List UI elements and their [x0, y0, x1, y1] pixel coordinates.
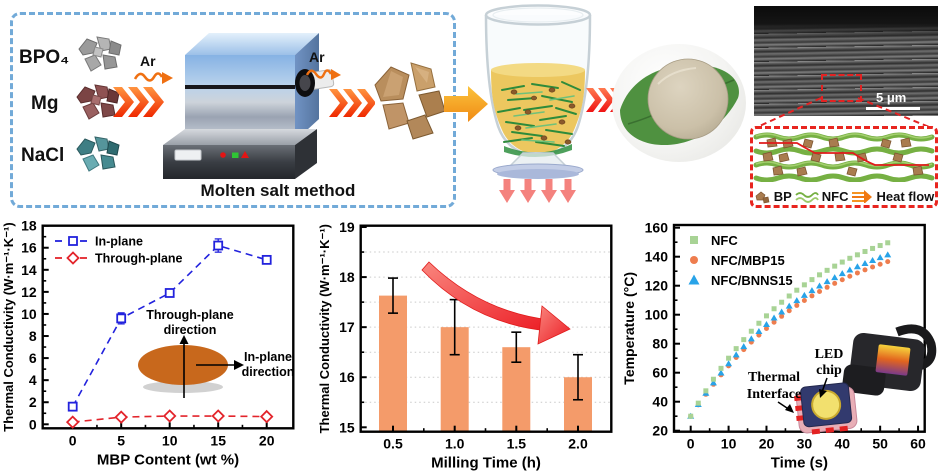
svg-text:Interface: Interface [747, 387, 801, 402]
svg-text:0: 0 [29, 416, 37, 432]
svg-text:direction: direction [164, 323, 217, 337]
svg-text:Temperature (°C): Temperature (°C) [621, 272, 637, 385]
structure-art [753, 132, 935, 182]
svg-text:In-plane: In-plane [95, 235, 143, 249]
svg-text:19: 19 [339, 219, 355, 235]
svg-text:30: 30 [797, 436, 813, 452]
process-arrow-2-icon [329, 89, 375, 117]
svg-text:direction: direction [242, 365, 295, 379]
svg-text:18: 18 [339, 269, 355, 285]
svg-text:Thermal: Thermal [748, 370, 800, 385]
svg-text:5: 5 [117, 432, 125, 448]
svg-text:10: 10 [721, 436, 737, 452]
svg-text:NFC/BNNS15: NFC/BNNS15 [711, 273, 793, 288]
svg-text:14: 14 [21, 262, 37, 278]
svg-text:18: 18 [21, 218, 37, 234]
mbp-content-chart: 0 2 4 6 8 10 12 14 16 18 0 5 10 15 20 MBP Content (wt %… [1, 218, 295, 468]
material-label-nacl: NaCl [21, 145, 65, 166]
svg-text:6: 6 [29, 350, 37, 366]
svg-text:Time (s): Time (s) [771, 455, 828, 472]
beaker-illustration [484, 4, 592, 203]
svg-text:Thermal Conductivity (W·m⁻¹·K⁻: Thermal Conductivity (W·m⁻¹·K⁻¹) [317, 224, 332, 433]
svg-text:Milling Time (h): Milling Time (h) [431, 455, 541, 472]
svg-text:20: 20 [652, 423, 668, 439]
material-label-bpo4: BPO₄ [19, 47, 70, 68]
svg-text:NFC: NFC [711, 233, 738, 248]
svg-text:15: 15 [210, 432, 226, 448]
structure-legend: BP NFC Heat flow [753, 189, 935, 204]
material-label-mg: Mg [31, 93, 59, 114]
svg-text:2.0: 2.0 [568, 436, 588, 452]
svg-text:80: 80 [652, 336, 668, 352]
svg-text:Through-plane: Through-plane [95, 252, 183, 266]
svg-text:100: 100 [645, 307, 669, 323]
sem-scale-label: 5 μm [876, 90, 907, 105]
svg-text:15: 15 [339, 419, 355, 435]
milling-time-chart: 15 16 17 18 19 0.5 1.0 1.5 2.0 Milling Time (h) Th… [317, 219, 613, 472]
nfc-legend-label: NFC [821, 189, 849, 204]
bpo4-rocks-icon [78, 36, 122, 72]
transfer-arrow-icon [444, 86, 488, 122]
svg-text:10: 10 [162, 432, 178, 448]
svg-text:16: 16 [21, 240, 37, 256]
temperature-time-chart: 20 40 60 80 100 120 140 160 0 10 20 30 40 50 60 Time (s… [621, 220, 937, 472]
heat-flow-icon [852, 190, 873, 203]
svg-text:40: 40 [652, 394, 668, 410]
svg-text:17: 17 [339, 319, 355, 335]
tube-furnace-illustration [163, 33, 335, 179]
svg-text:0: 0 [69, 432, 77, 448]
sem-scale-bar [866, 107, 920, 110]
svg-text:0.5: 0.5 [383, 436, 403, 452]
svg-text:12: 12 [21, 284, 37, 300]
led-chip-illustration [794, 382, 858, 435]
argon-label-left: Ar [140, 53, 156, 69]
svg-text:60: 60 [910, 436, 926, 452]
svg-text:LED: LED [815, 347, 844, 362]
svg-text:50: 50 [872, 436, 888, 452]
mg-rocks-icon [76, 84, 120, 120]
svg-text:4: 4 [29, 372, 37, 388]
svg-text:40: 40 [834, 436, 850, 452]
argon-flow-arrow-right-icon [305, 69, 341, 80]
svg-text:0: 0 [687, 436, 695, 452]
filtration-arrows-icon [499, 179, 576, 203]
svg-text:20: 20 [259, 432, 275, 448]
svg-text:8: 8 [29, 328, 37, 344]
bp-legend-label: BP [773, 189, 792, 204]
svg-text:10: 10 [21, 306, 37, 322]
svg-text:Thermal Conductivity (W·m⁻¹·K⁻: Thermal Conductivity (W·m⁻¹·K⁻¹) [1, 222, 16, 431]
argon-label-right: Ar [309, 49, 325, 65]
structure-inset: BP NFC Heat flow [750, 126, 938, 208]
process-arrow-1-icon [113, 87, 164, 117]
nfc-icon [795, 191, 819, 203]
thermal-camera-illustration [842, 324, 937, 396]
svg-text:2: 2 [29, 394, 37, 410]
sem-image: 5 μm [754, 6, 938, 116]
svg-text:NFC/MBP15: NFC/MBP15 [711, 253, 785, 268]
svg-text:140: 140 [645, 249, 669, 265]
bp-icon [755, 191, 770, 203]
svg-text:MBP Content (wt %): MBP Content (wt %) [97, 451, 239, 468]
svg-text:160: 160 [645, 220, 669, 236]
svg-text:1.0: 1.0 [445, 436, 465, 452]
synthesis-panel: BPO₄ Mg NaCl Ar [10, 12, 456, 208]
svg-text:60: 60 [652, 365, 668, 381]
svg-text:20: 20 [759, 436, 775, 452]
heat-flow-legend-label: Heat flow [876, 189, 935, 204]
svg-text:chip: chip [816, 363, 842, 378]
film-on-leaf-illustration [620, 58, 739, 146]
argon-flow-arrow-left-icon [133, 72, 173, 84]
bp-product-rocks-icon [374, 62, 446, 140]
svg-text:In-plane: In-plane [244, 350, 292, 364]
svg-text:16: 16 [339, 369, 355, 385]
svg-text:120: 120 [645, 278, 669, 294]
nacl-rocks-icon [76, 136, 120, 172]
svg-text:Through-plane: Through-plane [146, 308, 234, 322]
synthesis-caption: Molten salt method [200, 181, 356, 200]
sem-highlight-box [821, 74, 862, 102]
film-photo [612, 44, 746, 162]
svg-text:1.5: 1.5 [507, 436, 527, 452]
